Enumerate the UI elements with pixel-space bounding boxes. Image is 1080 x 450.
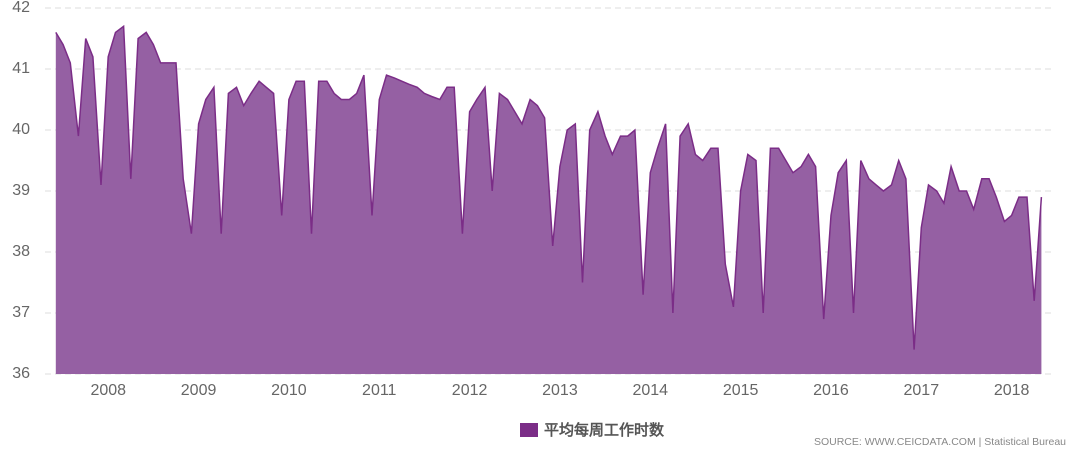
y-tick-label: 39 bbox=[12, 182, 30, 199]
source: SOURCE: WWW.CEICDATA.COM | Statistical B… bbox=[814, 436, 1066, 448]
legend-label: 平均每周工作时数 bbox=[544, 421, 665, 439]
y-tick-label: 36 bbox=[12, 365, 30, 382]
y-tick-label: 37 bbox=[12, 304, 30, 321]
legend-swatch bbox=[520, 423, 538, 437]
x-tick-label: 2009 bbox=[181, 382, 217, 399]
x-tick-label: 2011 bbox=[362, 382, 397, 399]
x-tick-label: 2010 bbox=[271, 382, 307, 399]
x-tick-label: 2018 bbox=[994, 382, 1030, 399]
x-tick-label: 2012 bbox=[452, 382, 488, 399]
x-tick-label: 2015 bbox=[723, 382, 759, 399]
x-tick-label: 2013 bbox=[542, 382, 578, 399]
y-tick-label: 41 bbox=[12, 60, 30, 77]
x-tick-label: 2014 bbox=[632, 382, 668, 399]
x-tick-label: 2008 bbox=[90, 382, 126, 399]
line bbox=[55, 24, 1043, 350]
x-tick-label: 2017 bbox=[904, 382, 940, 399]
y-tick-label: 38 bbox=[12, 243, 30, 260]
y-tick-label: 42 bbox=[12, 0, 30, 16]
area bbox=[55, 26, 1042, 375]
x-tick-label: 2016 bbox=[813, 382, 849, 399]
y-tick-label: 40 bbox=[12, 121, 30, 138]
